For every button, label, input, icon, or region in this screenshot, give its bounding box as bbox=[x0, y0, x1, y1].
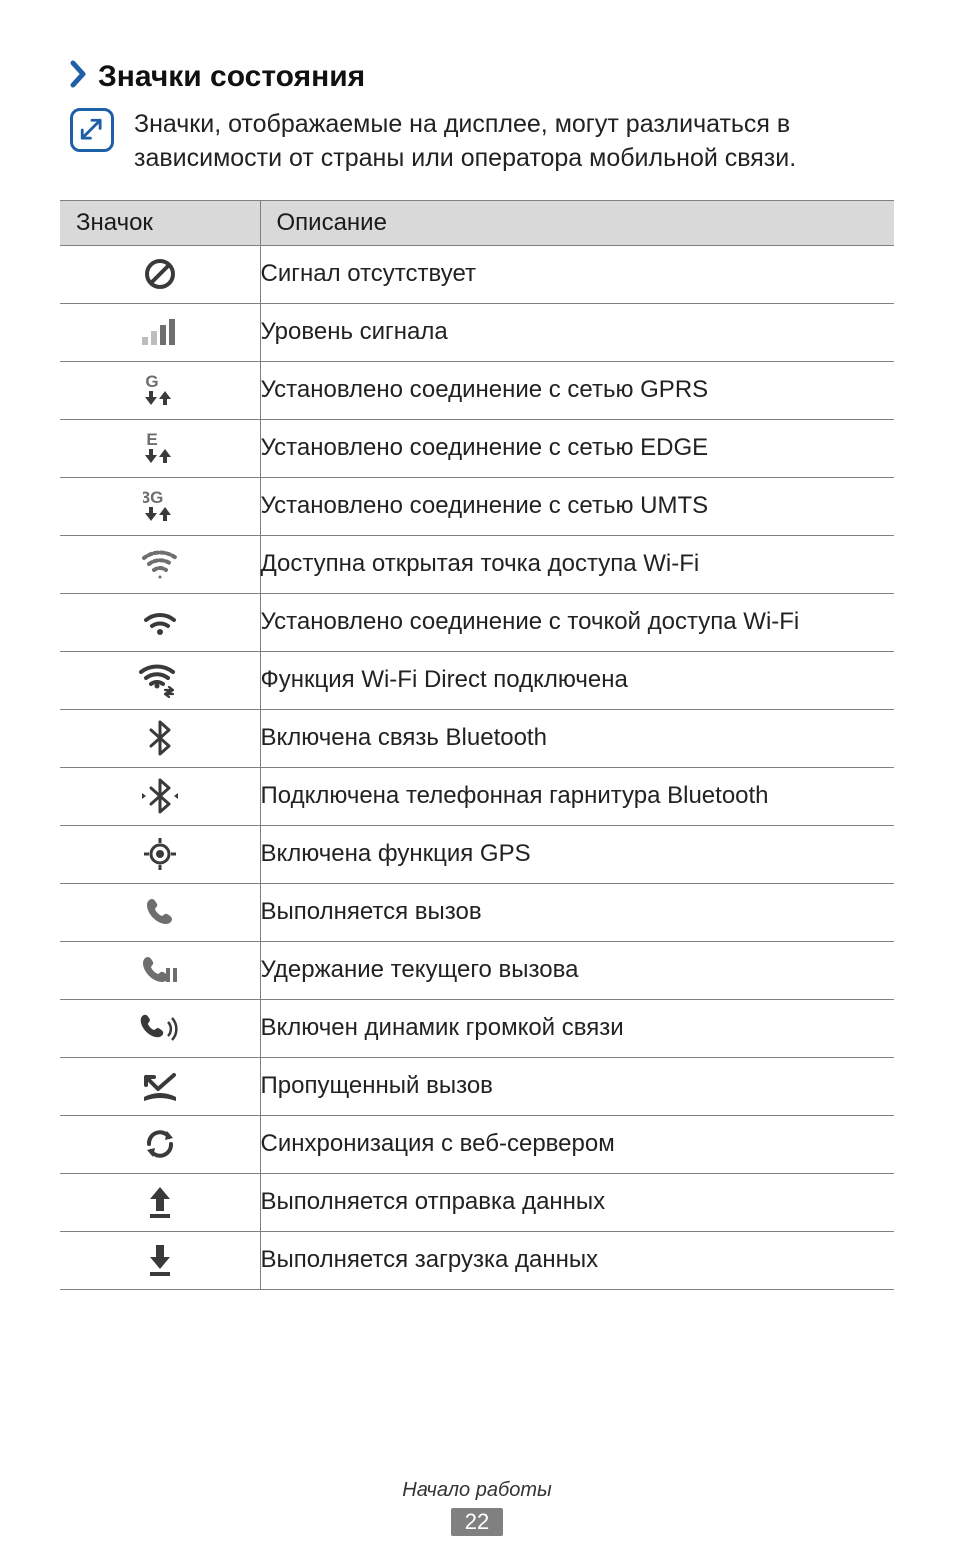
signal-level-icon bbox=[60, 303, 260, 361]
footer-section: Начало работы bbox=[0, 1479, 954, 1502]
heading-text: Значки состояния bbox=[98, 60, 365, 94]
icon-description: Функция Wi-Fi Direct подключена bbox=[260, 651, 894, 709]
umts-icon: 3G bbox=[60, 477, 260, 535]
svg-text:3G: 3G bbox=[143, 488, 163, 507]
table-row: G Установлено соединение с сетью GPRS bbox=[60, 361, 894, 419]
no-signal-icon bbox=[60, 245, 260, 303]
table-row: Выполняется загрузка данных bbox=[60, 1231, 894, 1289]
icon-description: Выполняется отправка данных bbox=[260, 1173, 894, 1231]
table-row: Уровень сигнала bbox=[60, 303, 894, 361]
note-icon bbox=[70, 108, 114, 152]
icon-description: Выполняется вызов bbox=[260, 883, 894, 941]
upload-icon bbox=[60, 1173, 260, 1231]
call-missed-icon bbox=[60, 1057, 260, 1115]
call-hold-icon bbox=[60, 941, 260, 999]
status-icons-table: Значок Описание Сигнал отсутствует Урове… bbox=[60, 200, 894, 1290]
call-active-icon bbox=[60, 883, 260, 941]
wifi-direct-icon bbox=[60, 651, 260, 709]
chevron-icon bbox=[70, 60, 88, 94]
icon-description: Включена функция GPS bbox=[260, 825, 894, 883]
gps-icon bbox=[60, 825, 260, 883]
icon-description: Доступна открытая точка доступа Wi-Fi bbox=[260, 535, 894, 593]
icon-description: Установлено соединение с сетью EDGE bbox=[260, 419, 894, 477]
table-row: Синхронизация с веб-сервером bbox=[60, 1115, 894, 1173]
icon-description: Установлено соединение с точкой доступа … bbox=[260, 593, 894, 651]
sync-icon bbox=[60, 1115, 260, 1173]
note-row: Значки, отображаемые на дисплее, могут р… bbox=[60, 108, 894, 176]
icon-description: Установлено соединение с сетью GPRS bbox=[260, 361, 894, 419]
wifi-connected-icon bbox=[60, 593, 260, 651]
gprs-icon: G bbox=[60, 361, 260, 419]
table-row: Включена связь Bluetooth bbox=[60, 709, 894, 767]
icon-description: Сигнал отсутствует bbox=[260, 245, 894, 303]
table-header-row: Значок Описание bbox=[60, 200, 894, 245]
icon-description: Установлено соединение с сетью UMTS bbox=[260, 477, 894, 535]
table-row: E Установлено соединение с сетью EDGE bbox=[60, 419, 894, 477]
table-row: Включен динамик громкой связи bbox=[60, 999, 894, 1057]
col-header-desc: Описание bbox=[260, 200, 894, 245]
svg-text:E: E bbox=[146, 430, 157, 449]
table-row: Включена функция GPS bbox=[60, 825, 894, 883]
edge-icon: E bbox=[60, 419, 260, 477]
note-text: Значки, отображаемые на дисплее, могут р… bbox=[134, 108, 894, 176]
table-row: Функция Wi-Fi Direct подключена bbox=[60, 651, 894, 709]
table-row: Удержание текущего вызова bbox=[60, 941, 894, 999]
icon-description: Удержание текущего вызова bbox=[260, 941, 894, 999]
icon-description: Подключена телефонная гарнитура Bluetoot… bbox=[260, 767, 894, 825]
icon-description: Синхронизация с веб-сервером bbox=[260, 1115, 894, 1173]
table-row: Сигнал отсутствует bbox=[60, 245, 894, 303]
icon-description: Уровень сигнала bbox=[260, 303, 894, 361]
page-number: 22 bbox=[451, 1508, 503, 1536]
table-row: 3G Установлено соединение с сетью UMTS bbox=[60, 477, 894, 535]
section-heading: Значки состояния bbox=[60, 60, 894, 94]
table-row: Установлено соединение с точкой доступа … bbox=[60, 593, 894, 651]
table-row: Доступна открытая точка доступа Wi-Fi bbox=[60, 535, 894, 593]
icon-description: Выполняется загрузка данных bbox=[260, 1231, 894, 1289]
table-row: Подключена телефонная гарнитура Bluetoot… bbox=[60, 767, 894, 825]
icon-description: Пропущенный вызов bbox=[260, 1057, 894, 1115]
bluetooth-icon bbox=[60, 709, 260, 767]
page-footer: Начало работы 22 bbox=[0, 1479, 954, 1536]
icon-description: Включена связь Bluetooth bbox=[260, 709, 894, 767]
table-row: Выполняется вызов bbox=[60, 883, 894, 941]
table-row: Пропущенный вызов bbox=[60, 1057, 894, 1115]
svg-text:G: G bbox=[145, 372, 158, 391]
page: Значки состояния Значки, отображаемые на… bbox=[0, 0, 954, 1566]
download-icon bbox=[60, 1231, 260, 1289]
call-speaker-icon bbox=[60, 999, 260, 1057]
wifi-open-icon bbox=[60, 535, 260, 593]
table-row: Выполняется отправка данных bbox=[60, 1173, 894, 1231]
icon-description: Включен динамик громкой связи bbox=[260, 999, 894, 1057]
bluetooth-headset-icon bbox=[60, 767, 260, 825]
col-header-icon: Значок bbox=[60, 200, 260, 245]
